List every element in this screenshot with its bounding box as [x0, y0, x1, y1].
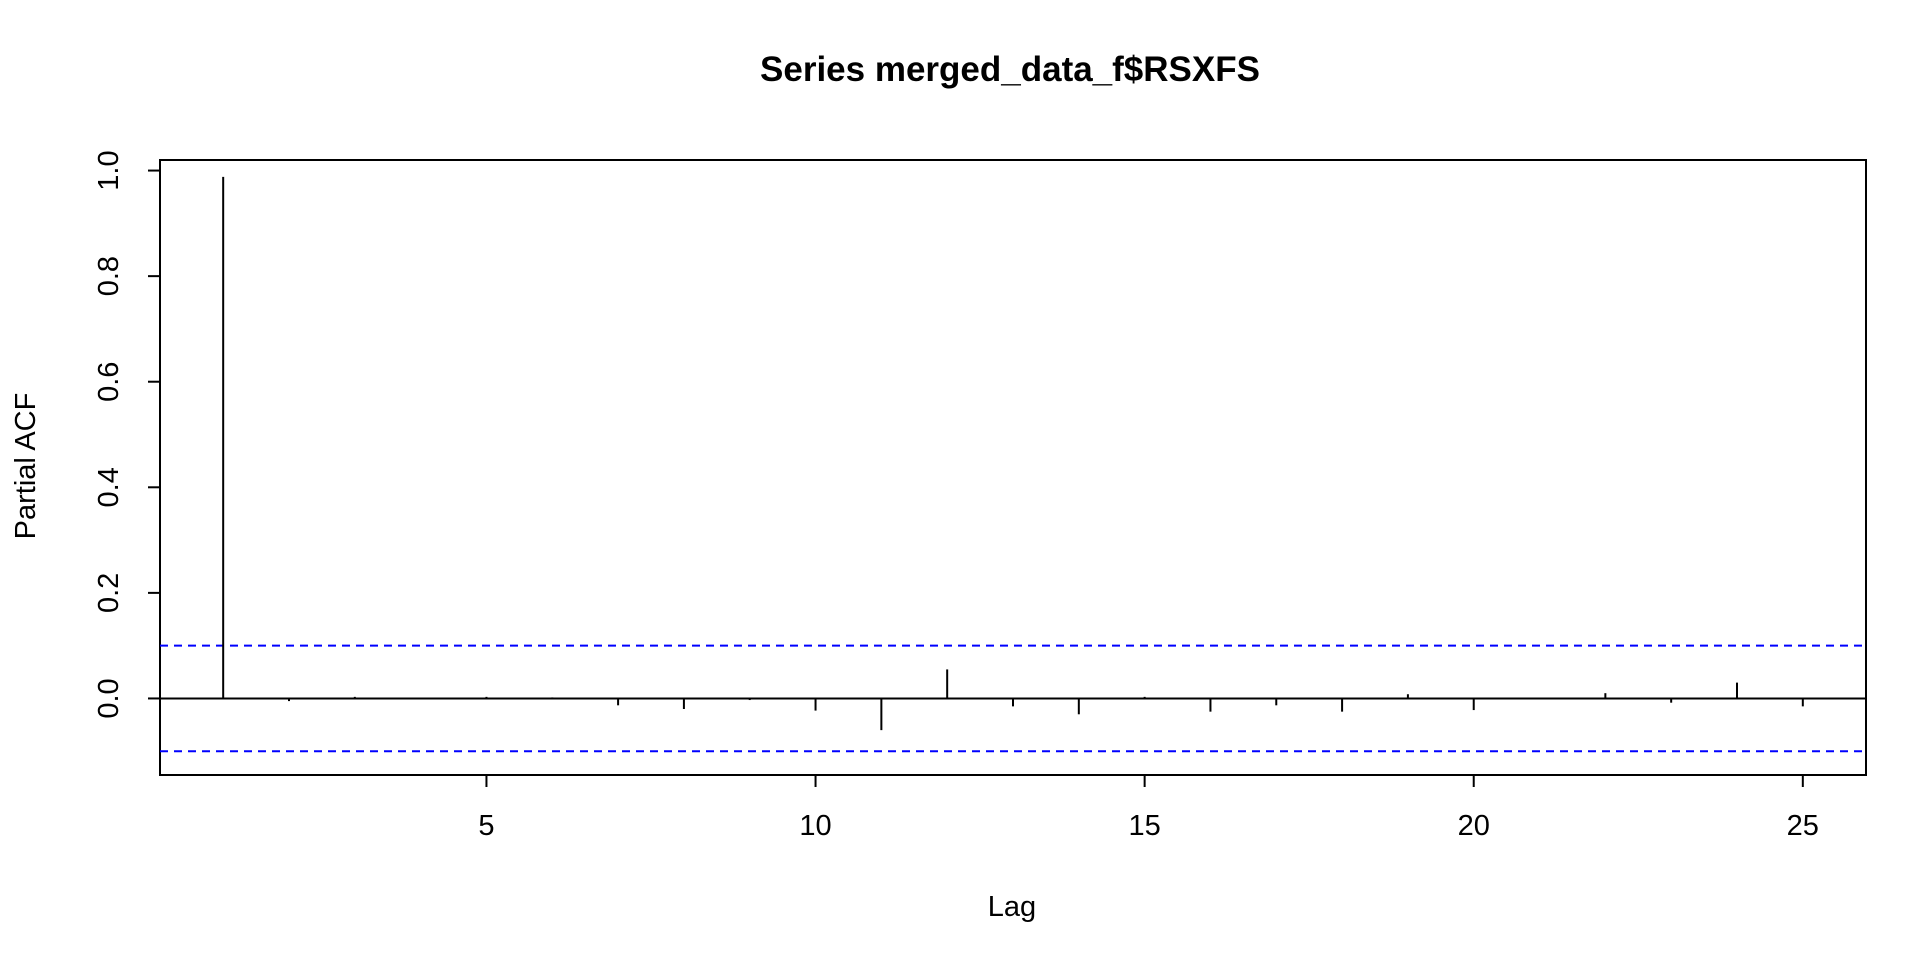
x-tick-label-10: 10	[799, 810, 831, 842]
y-tick-label-0: 0.0	[93, 678, 125, 718]
y-tick-label-0.2: 0.2	[93, 573, 125, 613]
x-tick-label-25: 25	[1787, 810, 1819, 842]
chart-title: Series merged_data_f$RSXFS	[760, 50, 1260, 89]
x-tick-label-15: 15	[1129, 810, 1161, 842]
y-tick-label-0.6: 0.6	[93, 362, 125, 402]
x-axis-label: Lag	[988, 891, 1036, 923]
y-tick-label-1: 1.0	[93, 150, 125, 190]
y-tick-label-0.8: 0.8	[93, 256, 125, 296]
plot-frame	[159, 159, 1867, 776]
x-tick-label-20: 20	[1458, 810, 1490, 842]
plot-area: 5 10 15 20 25 0.0 0.2 0.4 0.6 0.8 1.0	[93, 150, 1867, 842]
x-tick-label-5: 5	[478, 810, 494, 842]
y-tick-label-0.4: 0.4	[93, 467, 125, 507]
y-axis-label: Partial ACF	[10, 393, 42, 540]
